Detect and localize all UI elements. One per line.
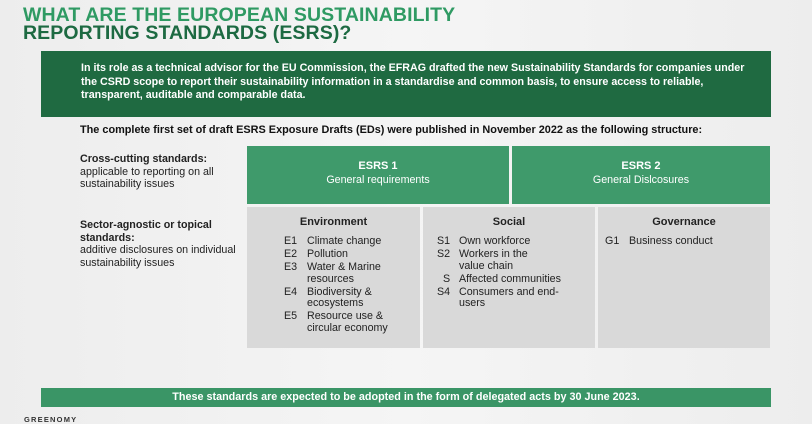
adoption-banner: These standards are expected to be adopt… xyxy=(41,388,771,407)
topic-item-text: Own workforce xyxy=(459,235,531,247)
topic-item-text: Climate change xyxy=(307,235,382,247)
topic-item-code: E5 xyxy=(284,310,298,322)
esrs-1-code: ESRS 1 xyxy=(358,160,398,172)
esrs-1-box: ESRS 1 General requirements xyxy=(247,146,509,204)
topic-item-code: E3 xyxy=(284,261,298,273)
social-heading: Social xyxy=(492,216,526,228)
topic-item: S Affected communities xyxy=(437,272,591,286)
structure-lead-text: The complete first set of draft ESRS Exp… xyxy=(80,124,703,136)
topic-item-code: S4 xyxy=(437,285,451,298)
topic-item-code: S1 xyxy=(437,235,451,247)
governance-box: Governance G1 Business conduct xyxy=(598,207,770,348)
topic-item-code: E2 xyxy=(284,248,298,260)
topic-item: S1 Own workforce xyxy=(437,235,591,248)
topic-item: S4 Consumers and end-users xyxy=(437,285,562,310)
greenomy-logo: GREENOMY xyxy=(24,415,78,424)
cross-cutting-desc: applicable to reporting on all sustainab… xyxy=(80,165,214,191)
environment-heading: Environment xyxy=(299,216,368,228)
topic-item-text: Resource use & circular economy xyxy=(307,310,388,334)
topic-item-text: Affected communities xyxy=(459,272,561,285)
page-title: WHAT ARE THE EUROPEAN SUSTAINABILITY REP… xyxy=(23,4,456,44)
topic-item-text: Water & Marine resources xyxy=(307,261,381,285)
sector-agnostic-label: Sector-agnostic or topical standards: ad… xyxy=(80,219,240,269)
esrs-1-name: General requirements xyxy=(326,174,430,186)
topic-item: E4 Biodiversity & ecosystems xyxy=(284,285,394,310)
sector-agnostic-desc: additive disclosures on individual susta… xyxy=(80,244,236,269)
social-box: Social S1 Own workforce S2 Workers in th… xyxy=(423,207,595,348)
esrs-2-box: ESRS 2 General Dislcosures xyxy=(512,146,770,204)
environment-box: Environment E1 Climate change E2 Polluti… xyxy=(247,207,420,348)
page-title-line1: WHAT ARE THE EUROPEAN SUSTAINABILITY xyxy=(23,4,456,26)
topic-item: S2 Workers in the value chain xyxy=(437,248,555,272)
topic-item: E3 Water & Marine resources xyxy=(284,261,404,285)
topic-item-code: E4 xyxy=(284,285,298,298)
cross-cutting-title: Cross-cutting standards: xyxy=(80,153,208,165)
topic-item-text: Workers in the value chain xyxy=(459,248,528,272)
topic-item-code: S2 xyxy=(437,248,451,260)
esrs-2-code: ESRS 2 xyxy=(621,160,661,172)
esrs-2-name: General Dislcosures xyxy=(592,174,690,186)
cross-cutting-label: Cross-cutting standards: applicable to r… xyxy=(80,153,245,191)
sector-agnostic-title: Sector-agnostic or topical standards: xyxy=(80,219,212,244)
topic-item-text: Pollution xyxy=(307,248,348,260)
topic-item-code: E1 xyxy=(284,235,298,247)
topic-item: G1 Business conduct xyxy=(605,235,766,248)
topic-item-code: G1 xyxy=(605,235,620,247)
intro-banner: In its role as a technical advisor for t… xyxy=(41,51,771,117)
topic-item: E1 Climate change xyxy=(284,235,414,248)
governance-heading: Governance xyxy=(652,216,716,228)
topic-item-text: Consumers and end-users xyxy=(459,285,559,309)
page-title-line2: REPORTING STANDARDS (ESRS)? xyxy=(23,22,352,44)
topic-item: E2 Pollution xyxy=(284,248,414,261)
topic-item: E5 Resource use & circular economy xyxy=(284,310,414,334)
topic-item-text: Biodiversity & ecosystems xyxy=(307,285,372,309)
topic-item-text: Business conduct xyxy=(629,235,713,247)
topic-item-code: S xyxy=(443,272,451,285)
